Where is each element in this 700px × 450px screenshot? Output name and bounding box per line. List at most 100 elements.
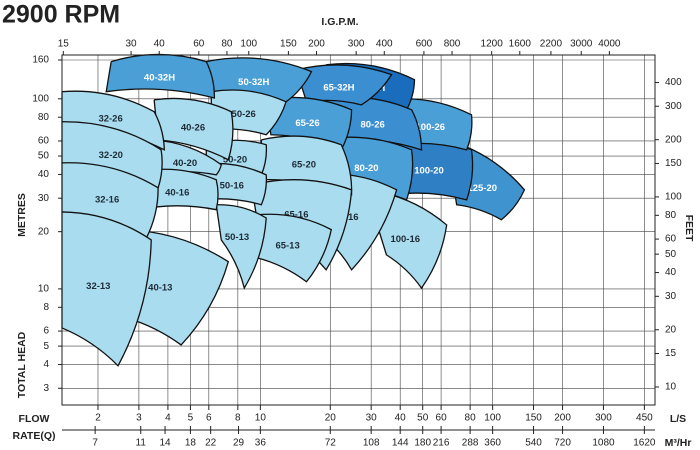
x2-tick-label: 80 <box>221 39 233 50</box>
x-tick-label: 40 <box>395 413 407 424</box>
x-tick-label: 10 <box>255 413 267 424</box>
region-label: 32-26 <box>98 113 122 124</box>
y-axis-title: METRES <box>16 193 28 237</box>
x3-tick-label: 288 <box>462 438 479 449</box>
y2-tick-label: 200 <box>665 134 682 145</box>
region-label: 50-16 <box>220 181 244 192</box>
x-tick-label: 20 <box>325 413 337 424</box>
x3-tick-label: 180 <box>414 438 431 449</box>
x2-tick-label: 150 <box>280 39 297 50</box>
x3-tick-label: 144 <box>392 438 409 449</box>
x3-tick-label: 1080 <box>592 438 615 449</box>
y-tick-label: 100 <box>32 93 49 104</box>
region-label: 65-16 <box>284 209 308 220</box>
region-label: 50-26 <box>232 109 256 120</box>
x-axis-title: L/S <box>670 413 686 425</box>
x-tick-label: 200 <box>554 413 571 424</box>
x3-tick-label: 29 <box>233 438 245 449</box>
region-label: 125-20 <box>467 183 497 194</box>
x2-tick-label: 1200 <box>481 39 504 50</box>
x3-tick-label: 18 <box>185 438 197 449</box>
region-label: 65-20 <box>292 159 316 170</box>
region-label: 32-16 <box>95 195 119 206</box>
y-tick-label: 50 <box>38 151 50 162</box>
x2-tick-label: 400 <box>376 39 393 50</box>
x-tick-label: 6 <box>206 413 212 424</box>
region-label: 50-20 <box>223 154 247 165</box>
x-tick-label: 450 <box>636 413 653 424</box>
y-tick-label: 10 <box>38 284 50 295</box>
y-tick-label: 160 <box>32 55 49 66</box>
top-axis-title: I.G.P.M. <box>321 16 358 28</box>
x2-tick-label: 60 <box>193 39 205 50</box>
y2-tick-label: 60 <box>665 234 677 245</box>
y2-tick-label: 100 <box>665 192 682 203</box>
x-tick-label: 50 <box>417 413 429 424</box>
x3-tick-label: 36 <box>255 438 267 449</box>
y-tick-label: 40 <box>38 169 50 180</box>
y2-tick-label: 30 <box>665 291 677 302</box>
x-tick-label: 4 <box>165 413 171 424</box>
x2-tick-label: 300 <box>348 39 365 50</box>
y-tick-label: 30 <box>38 193 50 204</box>
y-tick-label: 20 <box>38 226 50 237</box>
plot-frame <box>61 54 656 406</box>
x2-tick-label: 15 <box>58 39 70 50</box>
x2-tick-label: 100 <box>240 39 257 50</box>
x-tick-label: 60 <box>436 413 448 424</box>
x2-tick-label: 3000 <box>570 39 593 50</box>
y-tick-label: 5 <box>43 341 49 352</box>
region-label: 65-26 <box>295 118 319 129</box>
x3-tick-label: 108 <box>363 438 380 449</box>
x2-tick-label: 200 <box>308 39 325 50</box>
x3-tick-label: 14 <box>160 438 172 449</box>
region-label: 32-20 <box>99 150 123 161</box>
y-tick-label: 60 <box>38 136 50 147</box>
x-tick-label: 8 <box>235 413 241 424</box>
x2-tick-label: 600 <box>416 39 433 50</box>
y-tick-label: 6 <box>43 326 49 337</box>
y2-tick-label: 10 <box>665 382 677 393</box>
x2-tick-label: 2200 <box>540 39 563 50</box>
y2-tick-label: 150 <box>665 158 682 169</box>
x3-tick-label: 540 <box>525 438 542 449</box>
region-label: 40-13 <box>148 282 172 293</box>
y2-tick-label: 40 <box>665 267 677 278</box>
flow-label: FLOW <box>19 413 50 425</box>
region-label: 80-26 <box>360 119 384 130</box>
y-tick-label: 80 <box>38 112 50 123</box>
x-tick-label: 80 <box>465 413 477 424</box>
x-tick-label: 30 <box>366 413 378 424</box>
y-tick-label: 3 <box>43 383 49 394</box>
region-label: 100-16 <box>390 234 420 245</box>
x-tick-label: 300 <box>595 413 612 424</box>
y2-tick-label: 50 <box>665 249 677 260</box>
region-label: 32-13 <box>86 281 110 292</box>
region <box>295 64 393 106</box>
x-tick-label: 2 <box>95 413 101 424</box>
x2-tick-label: 4000 <box>598 39 621 50</box>
region-label: 50-13 <box>225 232 249 243</box>
region-label: 80-20 <box>354 163 378 174</box>
y2-tick-label: 300 <box>665 101 682 112</box>
x2-tick-label: 30 <box>126 39 138 50</box>
region-label: 40-32H <box>144 73 175 84</box>
x3-tick-label: 360 <box>484 438 501 449</box>
region-label: 40-16 <box>165 187 189 198</box>
region-label: 40-26 <box>181 122 205 133</box>
chart-title: 2900 RPM <box>2 1 120 29</box>
x3-tick-label: 720 <box>554 438 571 449</box>
x2-tick-label: 40 <box>154 39 166 50</box>
y2-tick-label: 400 <box>665 77 682 88</box>
y-tick-label: 8 <box>43 302 49 313</box>
y-tick-label: 4 <box>43 359 49 370</box>
region-label: 50-32H <box>238 77 269 88</box>
x2-tick-label: 1600 <box>509 39 532 50</box>
y2-tick-label: 80 <box>665 210 677 221</box>
x3-tick-label: 22 <box>205 438 217 449</box>
y2-tick-label: 15 <box>665 348 677 359</box>
region-label: 65-13 <box>275 241 299 252</box>
region-label: 100-20 <box>414 166 444 177</box>
region-label: 40-20 <box>173 158 197 169</box>
